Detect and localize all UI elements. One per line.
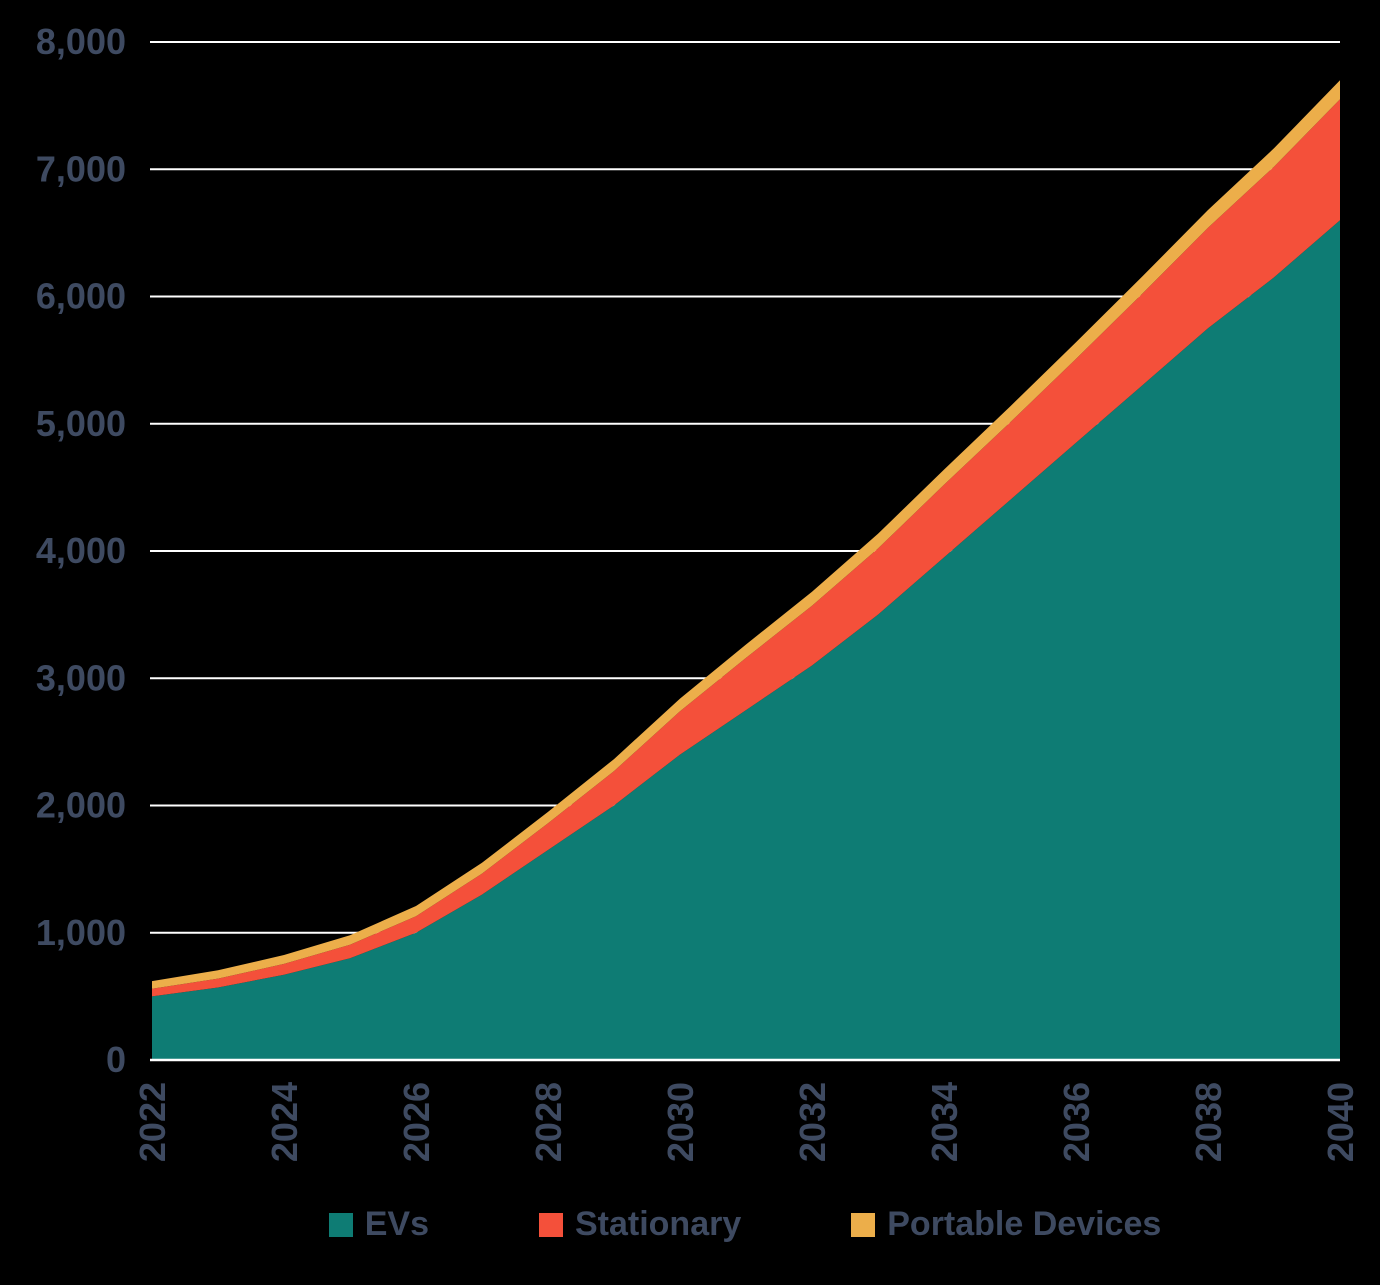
x-tick-label: 2038	[1188, 1082, 1229, 1162]
y-tick-label: 5,000	[36, 403, 126, 444]
legend-label-evs: EVs	[364, 1205, 429, 1243]
y-tick-label: 2,000	[36, 785, 126, 826]
x-tick-label: 2032	[792, 1082, 833, 1162]
chart-legend: EVs Stationary Portable Devices	[150, 1205, 1340, 1244]
x-tick-label: 2030	[660, 1082, 701, 1162]
y-tick-label: 1,000	[36, 912, 126, 953]
x-tick-label: 2028	[528, 1082, 569, 1162]
x-tick-label: 2040	[1320, 1082, 1361, 1162]
x-tick-label: 2036	[1056, 1082, 1097, 1162]
x-tick-label: 2034	[924, 1082, 965, 1162]
legend-item-portable-devices: Portable Devices	[851, 1205, 1161, 1244]
y-tick-label: 8,000	[36, 21, 126, 62]
y-tick-label: 4,000	[36, 530, 126, 571]
x-tick-label: 2026	[396, 1082, 437, 1162]
y-tick-label: 7,000	[36, 148, 126, 189]
y-tick-label: 0	[106, 1039, 126, 1080]
y-tick-label: 6,000	[36, 276, 126, 317]
legend-item-evs: EVs	[328, 1205, 429, 1244]
legend-swatch-stationary-icon	[538, 1212, 563, 1237]
legend-swatch-portable-devices-icon	[851, 1212, 876, 1237]
x-tick-label: 2024	[264, 1082, 305, 1162]
legend-label-stationary: Stationary	[574, 1205, 742, 1243]
legend-label-portable-devices: Portable Devices	[887, 1205, 1162, 1243]
y-tick-label: 3,000	[36, 657, 126, 698]
x-tick-label: 2022	[132, 1082, 173, 1162]
area-series-0	[152, 220, 1340, 1060]
legend-item-stationary: Stationary	[538, 1205, 742, 1244]
legend-swatch-evs-icon	[328, 1212, 353, 1237]
